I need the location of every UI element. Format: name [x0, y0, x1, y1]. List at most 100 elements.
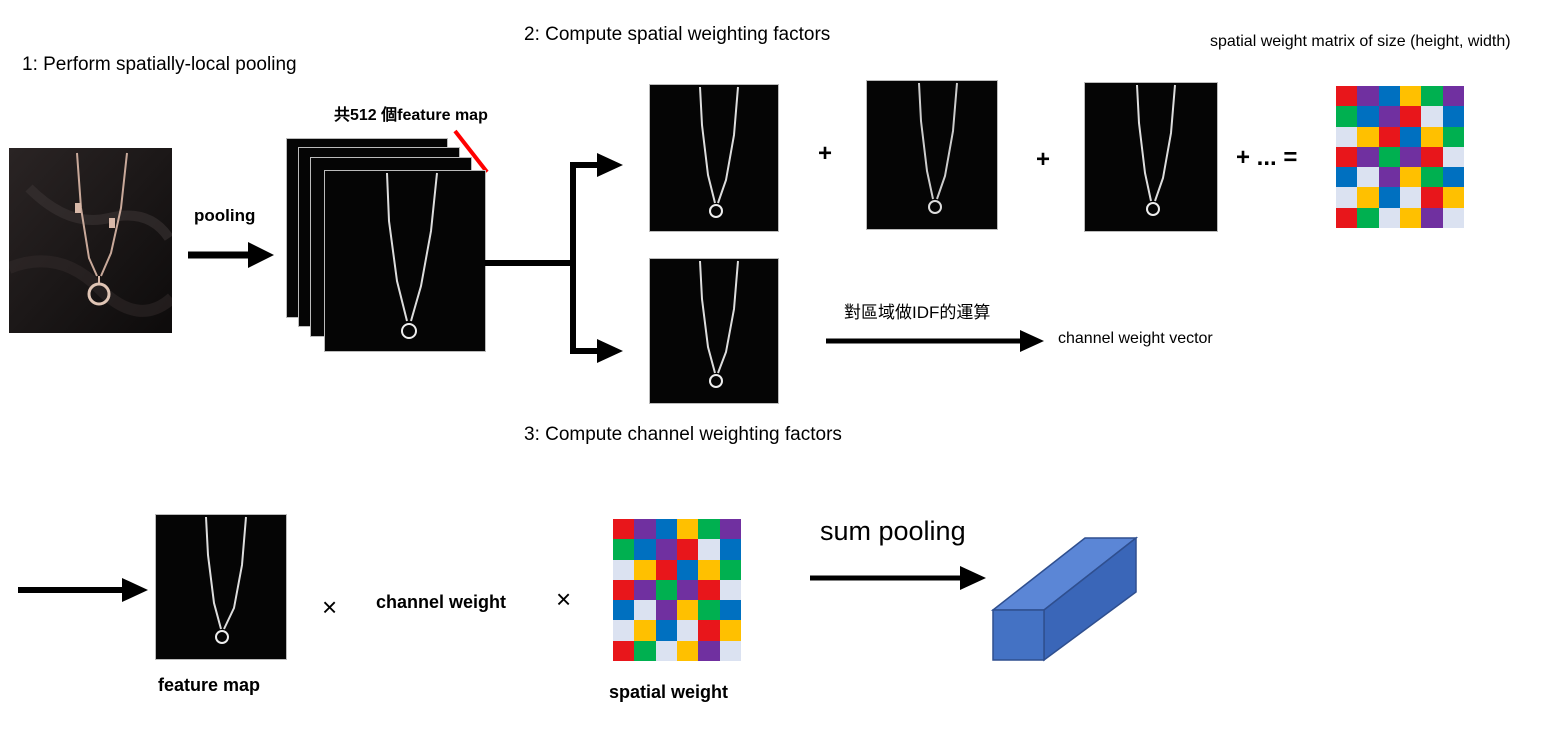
weight-cell [655, 559, 677, 580]
spatial-matrix-label: spatial weight matrix of size (height, w… [1210, 33, 1511, 50]
weight-cell [1357, 167, 1379, 188]
weight-cell [1421, 146, 1443, 168]
weight-cell [655, 620, 677, 641]
channel-weight-vector-label: channel weight vector [1058, 330, 1213, 347]
times-operator-2: × [556, 584, 572, 614]
weight-cell [677, 519, 699, 540]
weight-cell [719, 600, 741, 621]
weight-cell [1357, 187, 1379, 208]
sum-pooling-label: sum pooling [820, 516, 966, 546]
weight-cell [613, 519, 635, 540]
weight-cell [1378, 146, 1400, 168]
weight-cell [719, 579, 741, 601]
weight-cell [1442, 207, 1464, 228]
weight-cell [1400, 106, 1422, 127]
feature-map-stack-front [324, 170, 486, 352]
weight-cell [677, 539, 699, 560]
idf-arrow [826, 330, 1044, 352]
weight-cell [1442, 106, 1464, 127]
weight-cell [634, 620, 656, 641]
weight-cell [1378, 86, 1400, 107]
weight-cell [634, 539, 656, 560]
weight-cell [698, 559, 720, 580]
weight-cell [698, 620, 720, 641]
weight-cell [655, 579, 677, 601]
sum-pooling-arrow [810, 566, 986, 590]
weight-cell [1378, 167, 1400, 188]
weight-cell [1400, 207, 1422, 228]
weight-cell [1421, 207, 1443, 228]
plus-operator-1: + [818, 140, 833, 167]
weight-cell [1442, 187, 1464, 208]
output-vector-cuboid [990, 536, 1139, 662]
weight-cell [719, 640, 741, 661]
weight-cell [698, 579, 720, 601]
bottom-feature-map [155, 514, 287, 660]
weight-cell [1336, 167, 1358, 188]
weight-cell [1357, 146, 1379, 168]
weight-cell [655, 519, 677, 540]
weight-cell [1421, 86, 1443, 107]
step3-title: 3: Compute channel weighting factors [524, 424, 842, 445]
weight-cell [1421, 106, 1443, 127]
weight-cell [1421, 167, 1443, 188]
weight-cell [1378, 126, 1400, 147]
weight-cell [677, 579, 699, 601]
pooling-arrow [188, 242, 274, 268]
weight-cell [613, 640, 635, 661]
weight-cell [1421, 126, 1443, 147]
weight-cell [613, 559, 635, 580]
weight-cell [1400, 167, 1422, 188]
weight-cell [1400, 86, 1422, 107]
weight-cell [698, 539, 720, 560]
weight-cell [634, 559, 656, 580]
weight-cell [655, 600, 677, 621]
weight-cell [613, 539, 635, 560]
cuboid-front-face [992, 609, 1045, 661]
weight-cell [1336, 126, 1358, 147]
weight-cell [1357, 86, 1379, 107]
weight-cell [1336, 187, 1358, 208]
weight-cell [1357, 207, 1379, 228]
weight-cell [613, 579, 635, 601]
weight-cell [634, 640, 656, 661]
input-necklace-photo [9, 148, 172, 333]
step1-title: 1: Perform spatially-local pooling [22, 54, 297, 75]
weight-cell [719, 620, 741, 641]
weight-cell [1357, 106, 1379, 127]
weight-cell [1378, 187, 1400, 208]
weight-cell [634, 519, 656, 540]
weight-cell [719, 519, 741, 540]
weight-cell [1442, 167, 1464, 188]
weight-cell [1336, 86, 1358, 107]
weight-cell [1357, 126, 1379, 147]
weight-cell [677, 600, 699, 621]
times-operator-1: × [322, 592, 338, 622]
weight-cell [655, 640, 677, 661]
red-depth-marker [453, 129, 489, 174]
spatial-feature-map-1 [649, 84, 779, 232]
step2-title: 2: Compute spatial weighting factors [524, 24, 831, 45]
weight-cell [698, 640, 720, 661]
weight-cell [677, 620, 699, 641]
weight-cell [613, 600, 635, 621]
weight-cell [634, 579, 656, 601]
weight-cell [677, 640, 699, 661]
plus-dots-equals-operator: + ... = [1236, 144, 1298, 171]
weight-cell [719, 559, 741, 580]
branch-arrows [485, 153, 623, 363]
spatial-weight-matrix [1336, 86, 1464, 228]
feature-map-label: feature map [158, 675, 261, 695]
weight-cell [1442, 86, 1464, 107]
weight-cell [655, 539, 677, 560]
idf-operation-label: 對區域做IDF的運算 [844, 303, 991, 322]
plus-operator-2: + [1036, 146, 1051, 173]
spatial-feature-map-2 [866, 80, 998, 230]
weight-cell [1400, 146, 1422, 168]
weight-cell [698, 519, 720, 540]
channel-weight-label: channel weight [376, 592, 507, 612]
channel-feature-map [649, 258, 779, 404]
weight-cell [1378, 106, 1400, 127]
weight-cell [1421, 187, 1443, 208]
weight-cell [1442, 126, 1464, 147]
